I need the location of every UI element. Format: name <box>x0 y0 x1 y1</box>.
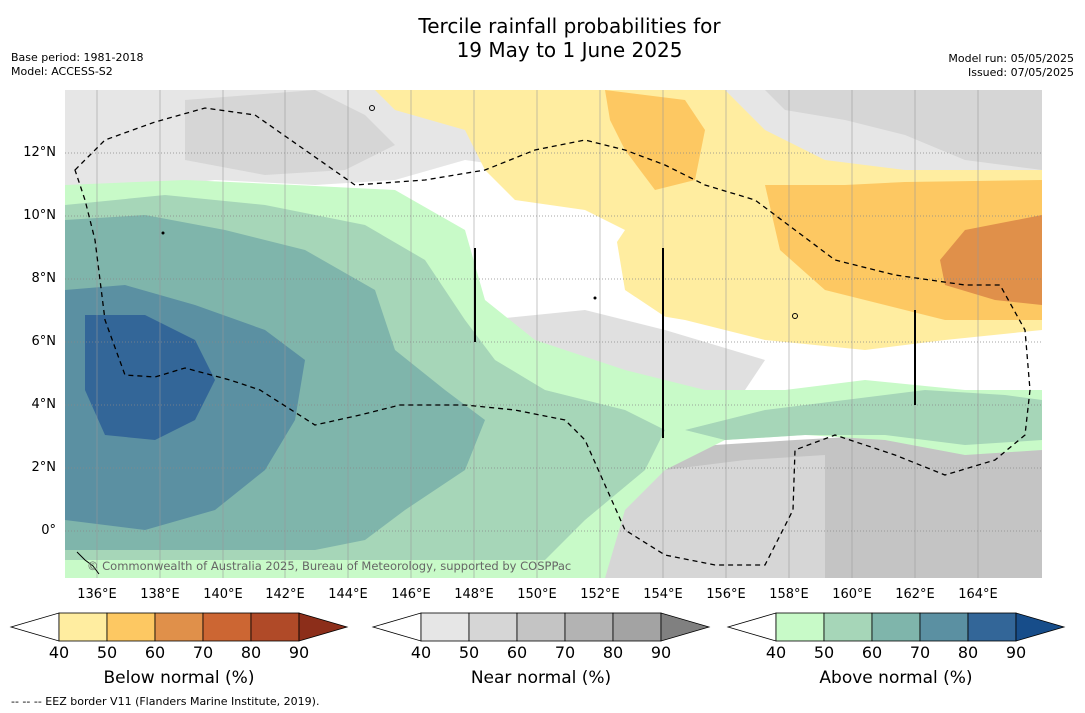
colorbar-extend-high <box>660 612 711 642</box>
colorbar-extend-low <box>726 612 777 642</box>
below-normal-region-light-orange <box>605 90 705 190</box>
colorbar-extend-high <box>1015 612 1066 642</box>
lat-label-4n: 4°N <box>31 397 57 412</box>
colorbar-segment <box>250 612 300 642</box>
title-line-2: 19 May to 1 June 2025 <box>456 38 683 62</box>
colorbar-title-above: Above normal (%) <box>819 668 973 688</box>
colorbar-segment <box>420 612 470 642</box>
colorbar-segment <box>564 612 614 642</box>
colorbar-tick-label: 50 <box>813 643 835 662</box>
colorbar-below-normal <box>9 612 349 642</box>
colorbar-segment <box>775 612 825 642</box>
lat-label-12n: 12°N <box>23 145 56 160</box>
colorbar-extend-low <box>9 612 60 642</box>
colorbar-segment <box>468 612 518 642</box>
rainfall-map: © Commonwealth of Australia 2025, Bureau… <box>65 90 1042 578</box>
colorbar-segment <box>967 612 1017 642</box>
lon-label-160e: 160°E <box>832 587 872 602</box>
near-normal-region-central-grey <box>485 310 765 400</box>
lat-label-8n: 8°N <box>31 271 57 286</box>
copyright-text: © Commonwealth of Australia 2025, Bureau… <box>87 559 571 573</box>
colorbar-tick-label: 90 <box>650 643 672 662</box>
lat-label-0: 0° <box>41 523 56 538</box>
lat-label-2n: 2°N <box>31 460 57 475</box>
near-normal-region-south-east-light <box>605 455 825 578</box>
colorbar-extend-low <box>371 612 422 642</box>
island <box>593 296 597 300</box>
colorbar-tick-label: 90 <box>1005 643 1027 662</box>
colorbar-tick-label: 40 <box>410 643 432 662</box>
lat-label-10n: 10°N <box>23 208 56 223</box>
lon-label-144e: 144°E <box>328 587 368 602</box>
colorbar-segment <box>919 612 969 642</box>
below-normal-region-deep-orange <box>940 215 1042 305</box>
colorbar-segment <box>58 612 108 642</box>
graticule <box>65 152 1042 532</box>
colorbar-tick-label: 40 <box>765 643 787 662</box>
base-period: Base period: 1981-2018 <box>11 51 144 64</box>
above-normal-region-blue <box>85 315 215 440</box>
near-normal-region-north-darker <box>765 90 1042 170</box>
colorbar-tick-label: 50 <box>96 643 118 662</box>
colorbar-segment <box>154 612 204 642</box>
colorbar-near-normal <box>371 612 711 642</box>
island <box>792 313 798 319</box>
lon-label-156e: 156°E <box>706 587 746 602</box>
colorbar-tick-label: 60 <box>861 643 883 662</box>
lon-label-164e: 164°E <box>958 587 998 602</box>
colorbar-segment <box>823 612 873 642</box>
colorbar-title-near: Near normal (%) <box>470 668 612 688</box>
lon-label-136e: 136°E <box>77 587 117 602</box>
issued-date: Issued: 07/05/2025 <box>967 66 1074 79</box>
island <box>369 105 375 111</box>
footer-note: -- -- -- EEZ border V11 (Flanders Marine… <box>11 695 320 708</box>
colorbar-segment <box>612 612 662 642</box>
meta-right: Model run: 05/05/2025 Issued: 07/05/2025 <box>948 52 1074 80</box>
colorbar-tick-label: 80 <box>240 643 262 662</box>
colorbar-tick-label: 80 <box>957 643 979 662</box>
lon-label-142e: 142°E <box>265 587 305 602</box>
colorbar-segment <box>202 612 252 642</box>
colorbar-above-normal <box>726 612 1066 642</box>
lat-label-6n: 6°N <box>31 334 57 349</box>
meridians <box>96 90 979 578</box>
meta-left: Base period: 1981-2018 Model: ACCESS-S2 <box>11 51 143 79</box>
colorbar-tick-label: 50 <box>458 643 480 662</box>
lon-label-138e: 138°E <box>140 587 180 602</box>
lon-label-146e: 146°E <box>391 587 431 602</box>
colorbar-tick-label: 70 <box>554 643 576 662</box>
central-low-signal-region <box>465 210 825 390</box>
colorbar-title-below: Below normal (%) <box>103 668 255 688</box>
colorbar-tick-label: 40 <box>48 643 70 662</box>
colorbar-tick-label: 80 <box>602 643 624 662</box>
colorbar-tick-label: 60 <box>144 643 166 662</box>
island <box>161 231 165 235</box>
eez-border <box>74 107 1031 566</box>
colorbar-tick-label: 70 <box>909 643 931 662</box>
near-normal-region-west-top <box>185 90 395 175</box>
lon-label-150e: 150°E <box>517 587 557 602</box>
lon-label-152e: 152°E <box>580 587 620 602</box>
model-run: Model run: 05/05/2025 <box>948 52 1074 65</box>
colorbar-segment <box>871 612 921 642</box>
island-cluster-south-west <box>76 551 100 575</box>
colorbars <box>9 612 1066 642</box>
colorbar-tick-label: 90 <box>288 643 310 662</box>
above-normal-region-pale-teal-east <box>685 390 1042 445</box>
lon-label-162e: 162°E <box>895 587 935 602</box>
map-title: Tercile rainfall probabilities for 19 Ma… <box>0 14 1085 62</box>
lon-label-154e: 154°E <box>643 587 683 602</box>
colorbar-segment <box>516 612 566 642</box>
lon-label-158e: 158°E <box>769 587 809 602</box>
colorbar-tick-label: 70 <box>192 643 214 662</box>
colorbar-extend-high <box>298 612 349 642</box>
model-name: Model: ACCESS-S2 <box>11 65 113 78</box>
title-line-1: Tercile rainfall probabilities for <box>418 14 721 38</box>
lon-label-140e: 140°E <box>203 587 243 602</box>
colorbar-tick-label: 60 <box>506 643 528 662</box>
colorbar-segment <box>106 612 156 642</box>
lon-label-148e: 148°E <box>454 587 494 602</box>
